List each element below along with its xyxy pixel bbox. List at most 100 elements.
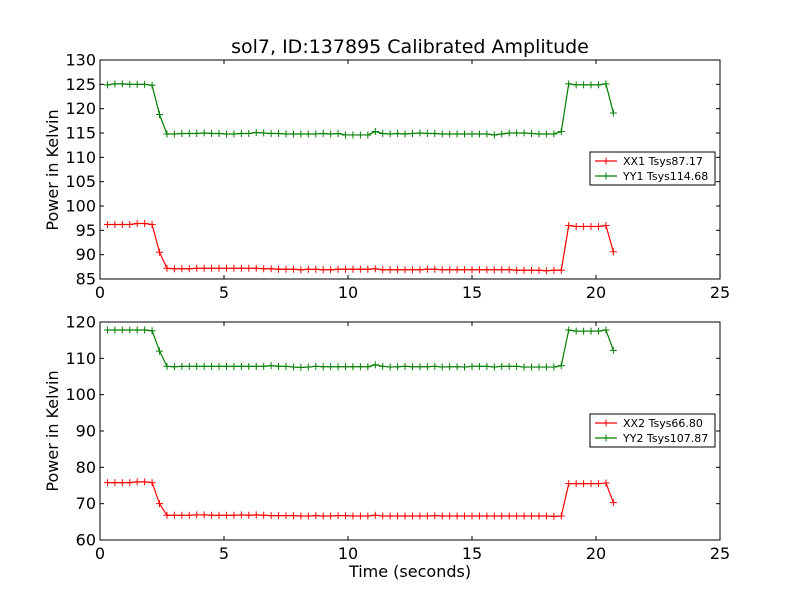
bottom-series-2-point <box>185 362 193 370</box>
bottom-series-1-point <box>334 512 342 520</box>
top-y-tick-label: 120 <box>65 99 96 118</box>
top-y-tick-label: 110 <box>65 148 96 167</box>
top-series-2-point <box>401 130 409 138</box>
bottom-series-2-point <box>312 362 320 370</box>
top-series-2-point <box>126 80 134 88</box>
top-x-tick-label: 25 <box>710 283 730 302</box>
top-series-1-point <box>490 266 498 274</box>
top-series-1-point <box>446 266 454 274</box>
bottom-series-2-point <box>148 327 156 335</box>
top-series-1-point <box>557 266 565 274</box>
top-series-1-point <box>319 266 327 274</box>
top-series-2-point <box>260 129 268 137</box>
bottom-series-2-point <box>602 326 610 334</box>
top-series-1-point <box>260 265 268 273</box>
top-series-1-point <box>401 266 409 274</box>
bottom-series-2-point <box>193 362 201 370</box>
bottom-series-2-point <box>542 363 550 371</box>
top-series-1-point <box>602 221 610 229</box>
top-panel: sol7, ID:137895 Calibrated Amplitude 0 5 1… <box>43 36 730 302</box>
top-series-1-point <box>334 265 342 273</box>
top-series-2-point <box>594 81 602 89</box>
bottom-series-1-point <box>483 512 491 520</box>
top-series-1-point <box>230 264 238 272</box>
bottom-y-axis-label: Power in Kelvin <box>43 370 62 491</box>
bottom-series-1-point <box>297 512 305 520</box>
top-series-1-point <box>468 266 476 274</box>
bottom-series-1-point <box>237 511 245 519</box>
bottom-series-1-point <box>423 512 431 520</box>
top-series-2-point <box>498 130 506 138</box>
top-series-2-point <box>423 129 431 137</box>
bottom-x-tick-label: 5 <box>219 544 229 563</box>
bottom-series-1-point <box>289 512 297 520</box>
top-series-2-point <box>386 130 394 138</box>
top-series-1-point <box>126 220 134 228</box>
top-series-1-point <box>416 266 424 274</box>
bottom-series-2-point <box>594 327 602 335</box>
bottom-series-1-point <box>349 512 357 520</box>
top-series-2-point <box>490 131 498 139</box>
bottom-series-1-point <box>468 512 476 520</box>
top-series-2-point <box>319 129 327 137</box>
bottom-series-2-point <box>408 363 416 371</box>
top-series-2-point <box>342 131 350 139</box>
bottom-y-tick-label: 80 <box>76 458 96 477</box>
bottom-series-1-point <box>163 511 171 519</box>
bottom-series-2-point <box>118 326 126 334</box>
top-series-2-point <box>609 109 617 117</box>
top-series-1-point <box>587 222 595 230</box>
bottom-series-1-point <box>148 479 156 487</box>
bottom-series-2-point <box>453 363 461 371</box>
bottom-series-2-point <box>609 346 617 354</box>
bottom-series-1-point <box>557 512 565 520</box>
bottom-series-2-point <box>371 361 379 369</box>
top-series-1-point <box>267 265 275 273</box>
bottom-series-1-point <box>275 512 283 520</box>
top-series-2-point <box>461 130 469 138</box>
top-series-1-point <box>275 265 283 273</box>
top-series-1-point <box>609 248 617 256</box>
bottom-series-1-point <box>371 511 379 519</box>
bottom-series-1-point <box>170 511 178 519</box>
top-series-2-point <box>230 130 238 138</box>
bottom-series-2-point <box>170 363 178 371</box>
bottom-y-tick-label: 100 <box>65 385 96 404</box>
top-series-2-point <box>557 128 565 136</box>
top-series-2-point <box>587 81 595 89</box>
bottom-series-2-point <box>416 363 424 371</box>
bottom-legend-label-2: YY2 Tsys107.87 <box>622 432 708 445</box>
top-series-2-point <box>475 130 483 138</box>
top-series-1-point <box>394 266 402 274</box>
bottom-series-2-point <box>252 362 260 370</box>
top-series-1-point <box>111 220 119 228</box>
top-series-1-point <box>327 266 335 274</box>
bottom-x-axis-label: Time (seconds) <box>348 562 471 581</box>
bottom-series-2-point <box>535 363 543 371</box>
bottom-series-1-point <box>535 512 543 520</box>
top-y-tick-label: 115 <box>65 124 96 143</box>
bottom-series-1-point <box>431 512 439 520</box>
bottom-series-2-point <box>215 362 223 370</box>
bottom-legend-label-1: XX2 Tsys66.80 <box>623 417 703 430</box>
top-series-2-point <box>289 130 297 138</box>
bottom-series-2-point <box>289 363 297 371</box>
bottom-series-1-point <box>475 512 483 520</box>
bottom-series-1-point <box>580 480 588 488</box>
bottom-series-2-point <box>245 362 253 370</box>
top-series-2-point <box>170 130 178 138</box>
bottom-series-2-point <box>557 362 565 370</box>
top-series-2-point <box>297 130 305 138</box>
bottom-series-1-point <box>386 512 394 520</box>
top-series-1-point <box>520 266 528 274</box>
top-series-2-point <box>252 129 260 137</box>
bottom-series-2-point <box>379 362 387 370</box>
top-series-1-point <box>148 220 156 228</box>
bottom-series-1-point <box>490 512 498 520</box>
bottom-series-2-point <box>319 363 327 371</box>
bottom-series-2-point <box>520 363 528 371</box>
top-series-2-point <box>200 129 208 137</box>
top-series-2-point <box>580 81 588 89</box>
top-series-1-point <box>513 266 521 274</box>
